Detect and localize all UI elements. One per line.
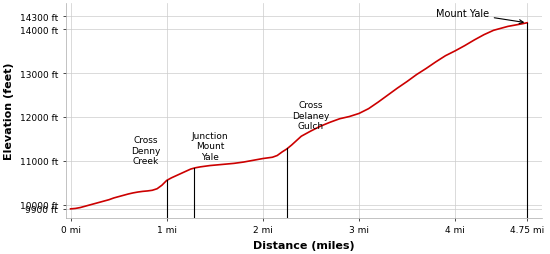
- Text: Junction
Mount
Yale: Junction Mount Yale: [191, 131, 228, 161]
- Text: Cross
Denny
Creek: Cross Denny Creek: [131, 136, 160, 165]
- Y-axis label: Elevation (feet): Elevation (feet): [4, 62, 14, 160]
- X-axis label: Distance (miles): Distance (miles): [253, 240, 355, 250]
- Text: Cross
Delaney
Gulch: Cross Delaney Gulch: [292, 101, 329, 131]
- Text: Mount Yale: Mount Yale: [436, 9, 523, 24]
